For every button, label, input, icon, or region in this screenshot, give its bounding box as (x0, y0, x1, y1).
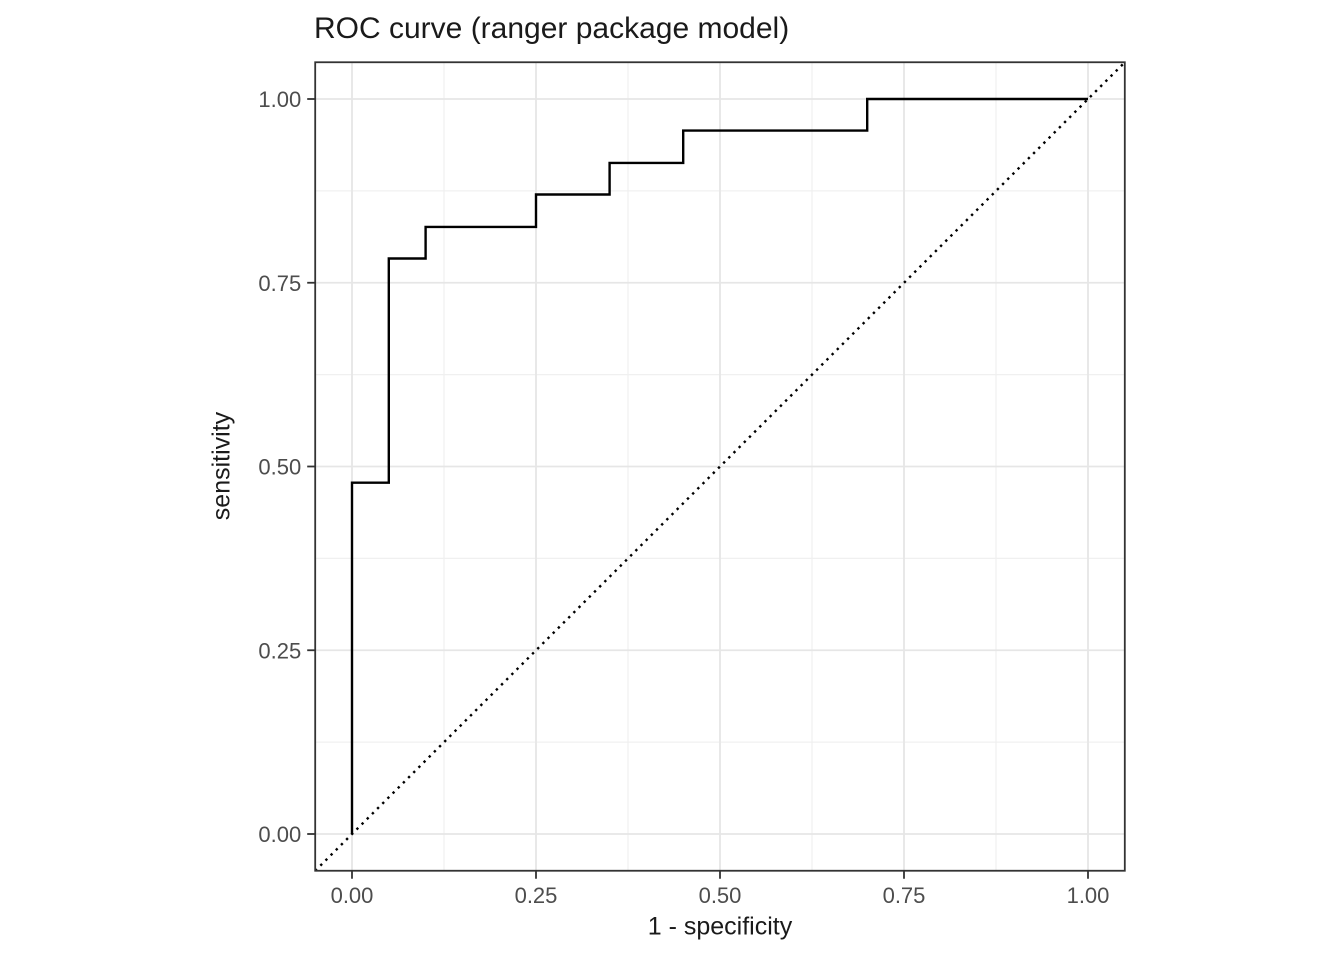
x-tick-label: 0.00 (331, 883, 374, 908)
y-axis-label: sensitivity (207, 411, 236, 521)
y-tick-label: 0.75 (258, 271, 301, 296)
x-axis-label: 1 - specificity (647, 912, 793, 941)
chart-title: ROC curve (ranger package model) (314, 12, 790, 45)
roc-curve-line (350, 97, 1088, 834)
y-tick-label: 0.25 (258, 638, 301, 663)
x-tick-label: 1.00 (1067, 883, 1110, 908)
x-tick-label: 0.50 (699, 883, 742, 908)
chance-diagonal-line (314, 61, 1126, 872)
y-tick-label: 1.00 (258, 87, 301, 112)
x-tick-label: 0.75 (883, 883, 926, 908)
x-tick-label: 0.25 (515, 883, 558, 908)
y-tick-label: 0.00 (258, 822, 301, 847)
y-tick-label: 0.50 (258, 455, 301, 480)
